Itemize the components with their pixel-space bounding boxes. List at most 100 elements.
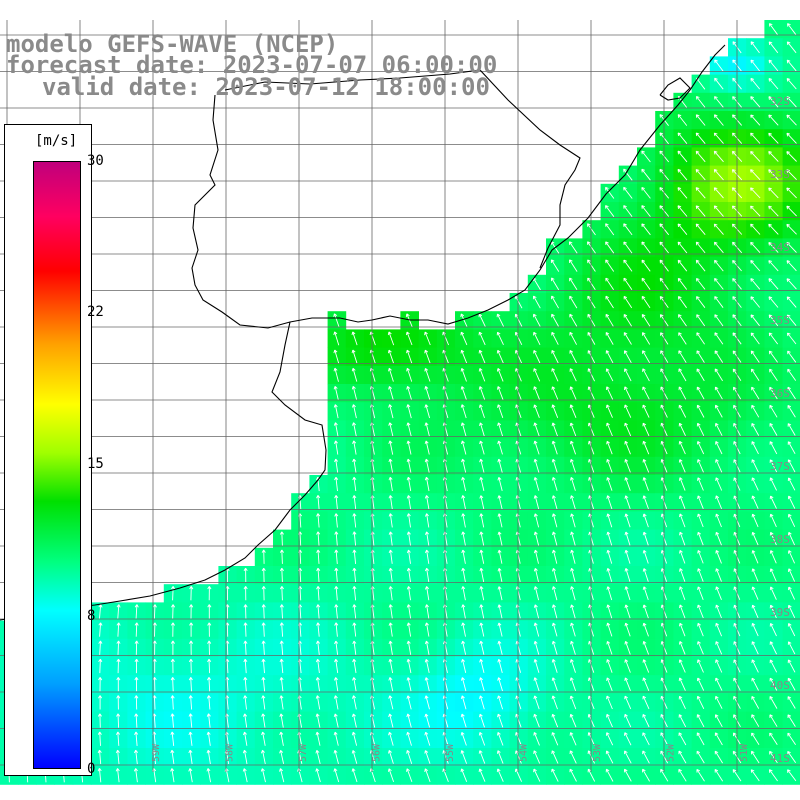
wind-arrow (497, 731, 504, 746)
wind-arrow (551, 422, 558, 437)
forecast-date: forecast date: 2023-07-07 06:00:00 (6, 51, 498, 79)
wind-arrow (243, 677, 248, 692)
wind-arrow (98, 622, 103, 637)
wind-arrow (460, 713, 467, 728)
wind-arrow (315, 658, 320, 674)
wind-arrow (714, 259, 724, 272)
wind-arrow (768, 350, 778, 363)
wind-arrow (714, 314, 724, 327)
wind-arrow (279, 658, 284, 674)
wind-arrow (424, 531, 430, 546)
wind-arrow (787, 477, 796, 491)
wind-arrow (461, 476, 467, 491)
wind-arrow (333, 677, 339, 692)
wind-arrow (424, 513, 430, 528)
wind-arrow (605, 368, 614, 382)
wind-arrow (479, 440, 485, 455)
wind-arrow (787, 441, 796, 455)
wind-arrow (605, 386, 614, 400)
wind-arrow (750, 332, 760, 345)
wind-arrow (587, 241, 596, 254)
wind-arrow (242, 768, 248, 783)
wind-arrow (570, 549, 576, 564)
latitude-label: 39S (770, 606, 790, 619)
wind-arrow (679, 513, 686, 528)
wind-arrow (461, 586, 466, 601)
wind-arrow (751, 586, 759, 600)
wind-arrow (623, 205, 633, 217)
wind-arrow (189, 604, 194, 619)
wind-arrow (642, 659, 650, 673)
wind-arrow (696, 768, 705, 782)
wind-arrow (569, 368, 577, 382)
wind-arrow (388, 495, 393, 510)
wind-arrow (479, 458, 485, 473)
wind-arrow (714, 277, 724, 290)
wind-arrow (533, 477, 540, 491)
wind-arrow (570, 567, 576, 583)
wind-arrow (152, 622, 157, 637)
wind-arrow (714, 768, 724, 782)
wind-arrow (388, 586, 393, 601)
wind-arrow (316, 622, 321, 637)
wind-arrow (569, 768, 577, 782)
wind-arrow (461, 495, 466, 510)
wind-arrow (461, 549, 466, 564)
wind-arrow (624, 459, 631, 473)
legend-tick-22: 22 (87, 304, 104, 320)
wind-arrow (751, 659, 759, 673)
wind-arrow (152, 604, 157, 619)
wind-arrow (533, 732, 540, 746)
wind-arrow (533, 659, 540, 673)
longitude-label: 53W (592, 743, 603, 762)
wind-arrow (677, 150, 688, 163)
wind-arrow (587, 332, 596, 345)
wind-arrow (479, 586, 485, 601)
wind-arrow (768, 41, 779, 54)
longitude-label: 59W (151, 743, 162, 762)
wind-arrow (334, 567, 339, 583)
wind-arrow (569, 386, 577, 400)
wind-arrow (769, 732, 778, 746)
wind-arrow (697, 568, 704, 582)
wind-arrow (315, 695, 321, 710)
wind-arrow (388, 604, 393, 619)
wind-arrow (713, 132, 724, 144)
wind-arrow (351, 750, 358, 764)
wind-arrow (642, 459, 650, 473)
wind-arrow (387, 331, 395, 346)
wind-arrow (207, 622, 212, 637)
wind-arrow (352, 476, 357, 492)
wind-arrow (679, 568, 686, 582)
wind-arrow (351, 331, 358, 346)
wind-arrow (697, 459, 704, 473)
wind-arrow (388, 458, 394, 473)
wind-arrow (533, 604, 540, 619)
wind-arrow (768, 296, 779, 308)
wind-arrow (279, 586, 284, 601)
wind-arrow (695, 114, 706, 126)
wind-arrow (533, 331, 541, 345)
wind-arrow (461, 531, 466, 546)
wind-arrow (460, 677, 467, 692)
wind-arrow (388, 731, 394, 746)
wind-arrow (460, 313, 468, 327)
wind-arrow (569, 458, 576, 473)
wind-arrow (677, 132, 688, 144)
wind-arrow (388, 513, 393, 528)
wind-arrow (768, 77, 779, 90)
wind-arrow (334, 531, 339, 546)
wind-arrow (497, 640, 503, 655)
wind-arrow (424, 476, 430, 492)
wind-arrow (679, 531, 686, 546)
wind-arrow (497, 531, 503, 546)
wind-arrow (569, 695, 577, 710)
wind-arrow (641, 150, 651, 163)
wind-arrow (207, 586, 212, 601)
wind-arrow (750, 77, 761, 90)
wind-arrow (751, 531, 759, 546)
coastline (0, 44, 726, 621)
wind-arrow (642, 640, 650, 655)
wind-arrow (605, 350, 614, 364)
wind-arrow (461, 658, 467, 674)
